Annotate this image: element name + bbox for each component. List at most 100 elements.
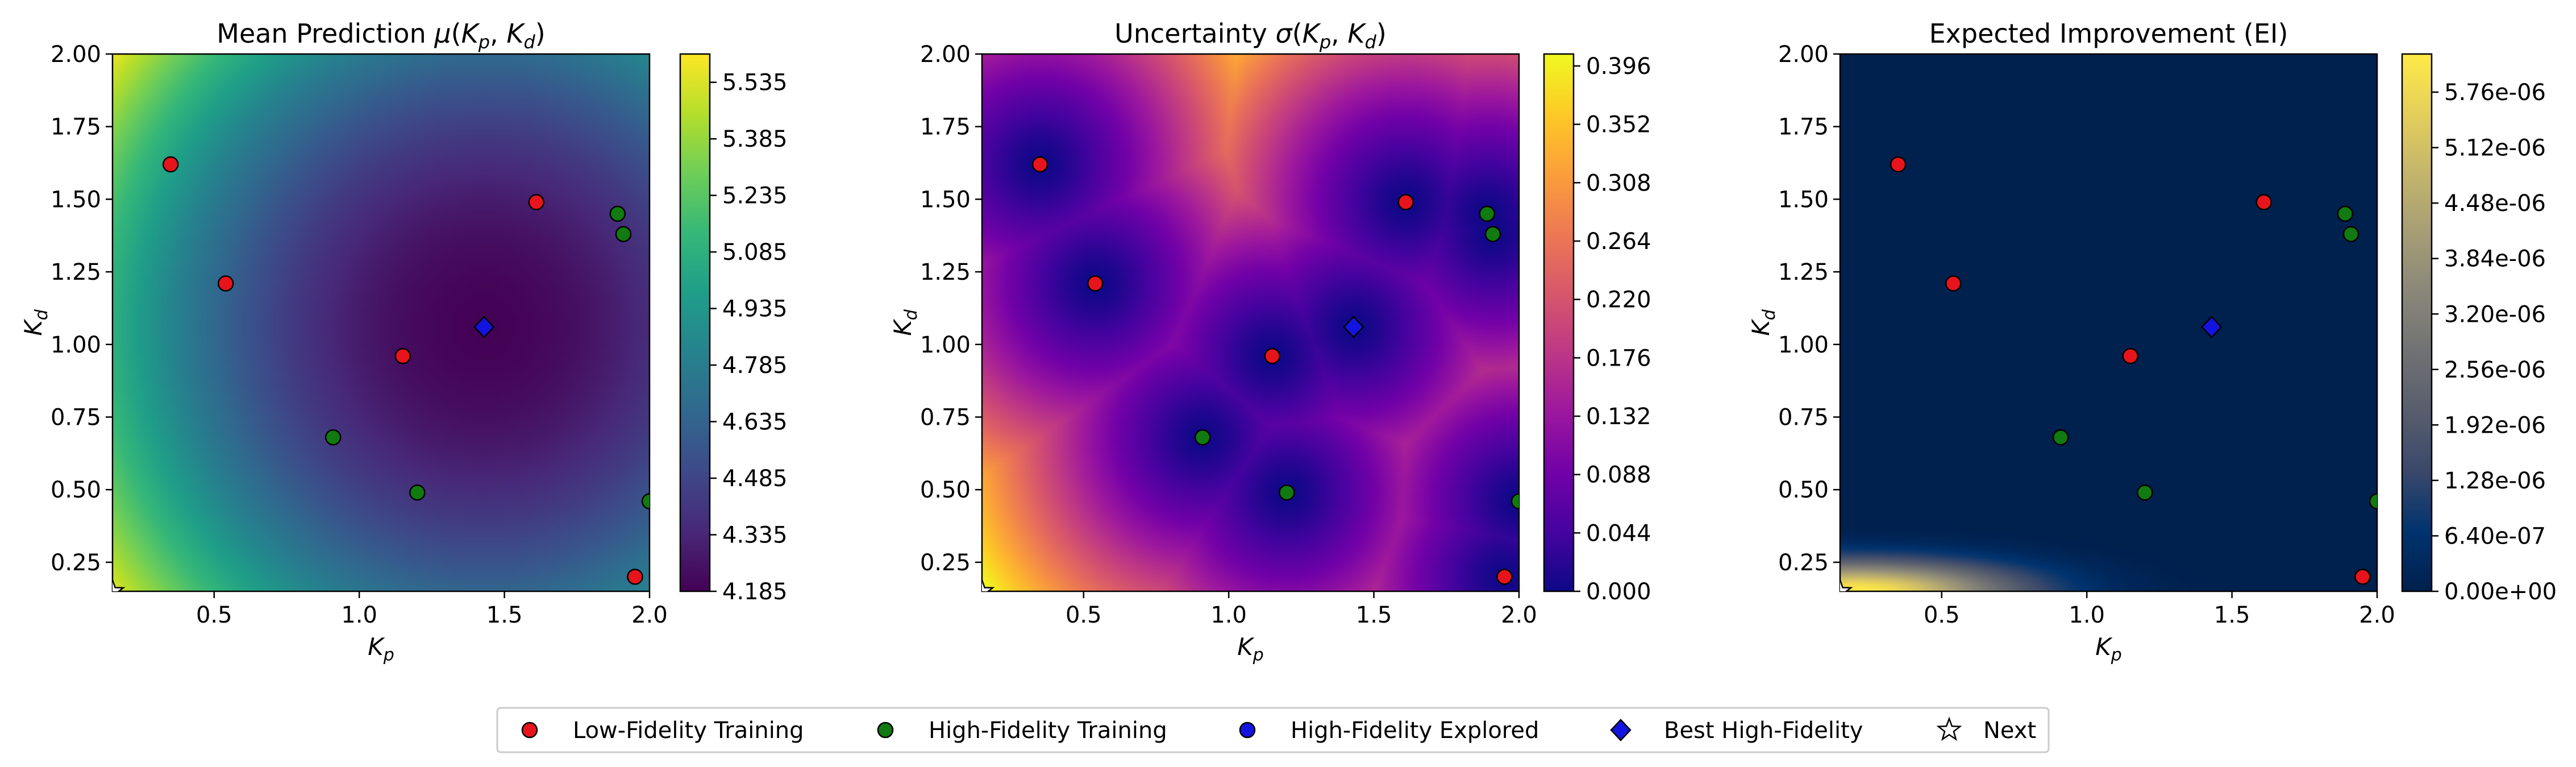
high-fidelity-point xyxy=(1510,493,1519,509)
x-axis-label: Kp xyxy=(1237,633,1264,665)
low-fidelity-point xyxy=(1496,569,1513,585)
plot-frame xyxy=(981,53,1520,592)
colorbar-tick-label: 0.176 xyxy=(1586,345,1651,371)
colorbar-tick-label: 5.085 xyxy=(722,239,788,266)
y-tick-label: 0.25 xyxy=(1778,550,1829,576)
high-fidelity-point xyxy=(2337,205,2354,222)
low-fidelity-point xyxy=(394,347,411,364)
low-fidelity-point xyxy=(1087,275,1104,292)
plot-frame xyxy=(1839,53,2378,592)
low-fidelity-point xyxy=(528,194,545,210)
x-tick-label: 1.0 xyxy=(2069,602,2105,628)
colorbar-tick-label: 3.84e-06 xyxy=(2444,246,2546,272)
heatmap-expected-improvement xyxy=(1840,54,2377,591)
markers xyxy=(1840,156,2377,591)
y-tick-label: 0.50 xyxy=(920,477,971,503)
y-tick-label: 1.00 xyxy=(920,332,971,358)
low-fidelity-point xyxy=(2122,347,2139,364)
low-fidelity-point xyxy=(2354,569,2371,585)
colorbar-tick-label: 4.635 xyxy=(722,409,788,436)
legend-entry: Best High-Fidelity xyxy=(1610,718,1863,744)
low-fidelity-point xyxy=(627,569,643,585)
y-tick-label: 2.00 xyxy=(51,42,101,68)
legend-marker-low-fidelity xyxy=(521,722,538,739)
high-fidelity-point xyxy=(2137,484,2153,501)
colorbar-tick-label: 5.385 xyxy=(722,126,788,152)
best-high-fidelity-point xyxy=(2201,316,2223,338)
y-tick-label: 1.25 xyxy=(920,259,971,285)
colorbar-tick-label: 0.308 xyxy=(1586,170,1651,196)
y-tick-label: 1.25 xyxy=(51,259,101,285)
colorbar-tick-label: 0.088 xyxy=(1586,462,1651,488)
low-fidelity-point xyxy=(162,156,179,173)
colorbar-tick-label: 5.76e-06 xyxy=(2444,80,2546,106)
y-tick-label: 1.75 xyxy=(51,114,101,140)
colorbar-tick-label: 1.28e-06 xyxy=(2444,468,2546,494)
y-axis-label: Kd xyxy=(1747,309,1779,336)
colorbar-tick-label: 0.000 xyxy=(1586,579,1651,605)
chart-uncertainty: Uncertainty σ(Kp, Kd) Kp Kd xyxy=(889,18,1387,665)
high-fidelity-point xyxy=(324,429,342,446)
y-tick-label: 1.50 xyxy=(1778,186,1829,213)
legend-label: High-Fidelity Training xyxy=(929,718,1167,744)
legend-label: Best High-Fidelity xyxy=(1664,718,1863,744)
legend-label: Next xyxy=(1983,718,2036,744)
y-tick-label: 2.00 xyxy=(1778,42,1829,68)
low-fidelity-point xyxy=(1264,347,1281,364)
high-fidelity-point xyxy=(2342,226,2359,242)
high-fidelity-point xyxy=(2369,493,2377,509)
y-axis-label: Kd xyxy=(889,309,921,336)
chart-expected-improvement: Expected Improvement (EI) Kp Kd xyxy=(1747,18,2288,665)
y-tick-label: 1.75 xyxy=(920,114,971,140)
colorbar-tick-label: 0.220 xyxy=(1586,287,1651,313)
x-tick-label: 0.5 xyxy=(1924,602,1960,628)
x-axis-label: Kp xyxy=(368,633,394,665)
x-tick-label: 1.0 xyxy=(341,602,377,628)
colorbar-tick-label: 0.044 xyxy=(1586,520,1651,546)
next-point xyxy=(1840,578,1853,591)
chart-mean-prediction: Mean Prediction μ(Kp, Kd) Kp Kd xyxy=(19,18,546,665)
y-tick-label: 1.75 xyxy=(1778,114,1829,140)
colorbar-tick-label: 1.92e-06 xyxy=(2444,412,2546,438)
colorbar-tick-label: 2.56e-06 xyxy=(2444,357,2546,383)
next-point xyxy=(113,578,126,591)
high-fidelity-point xyxy=(1479,205,1496,222)
colorbar-tick-label: 4.335 xyxy=(722,523,788,549)
high-fidelity-point xyxy=(609,205,626,222)
colorbar-tick-label: 4.185 xyxy=(722,579,788,605)
chart-title: Mean Prediction μ(Kp, Kd) xyxy=(217,18,546,53)
legend-entry: High-Fidelity Explored xyxy=(1239,718,1539,744)
x-axis-label: Kp xyxy=(2095,633,2122,665)
x-tick-label: 2.0 xyxy=(2359,602,2395,628)
colorbar xyxy=(1543,53,1575,592)
chart-title: Expected Improvement (EI) xyxy=(1929,18,2288,49)
colorbar-tick-label: 0.264 xyxy=(1586,229,1651,255)
x-tick-label: 1.5 xyxy=(1356,602,1392,628)
best-high-fidelity-point xyxy=(473,316,495,338)
high-fidelity-point xyxy=(1279,484,1295,501)
y-tick-label: 2.00 xyxy=(920,42,971,68)
colorbar-tick-label: 6.40e-07 xyxy=(2444,523,2546,549)
y-tick-label: 1.00 xyxy=(1778,332,1829,358)
y-tick-label: 0.75 xyxy=(1778,405,1829,431)
y-tick-label: 1.50 xyxy=(920,186,971,213)
low-fidelity-point xyxy=(1945,275,1962,292)
markers xyxy=(113,156,650,591)
next-point xyxy=(982,578,995,591)
high-fidelity-point xyxy=(641,493,650,509)
legend-frame xyxy=(496,707,2050,753)
y-tick-label: 0.75 xyxy=(920,405,971,431)
colorbar-tick-label: 5.12e-06 xyxy=(2444,135,2546,161)
best-high-fidelity-point xyxy=(1343,316,1364,338)
high-fidelity-point xyxy=(409,484,426,501)
legend-entry: Low-Fidelity Training xyxy=(521,718,804,744)
low-fidelity-point xyxy=(1397,194,1414,210)
y-tick-label: 1.25 xyxy=(1778,259,1829,285)
colorbar-tick-label: 0.132 xyxy=(1586,404,1651,430)
x-tick-label: 2.0 xyxy=(1501,602,1537,628)
heatmap-mean-prediction xyxy=(113,54,650,591)
colorbar-tick-label: 4.48e-06 xyxy=(2444,190,2546,217)
x-tick-label: 0.5 xyxy=(196,602,232,628)
chart-title: Uncertainty σ(Kp, Kd) xyxy=(1114,18,1387,53)
